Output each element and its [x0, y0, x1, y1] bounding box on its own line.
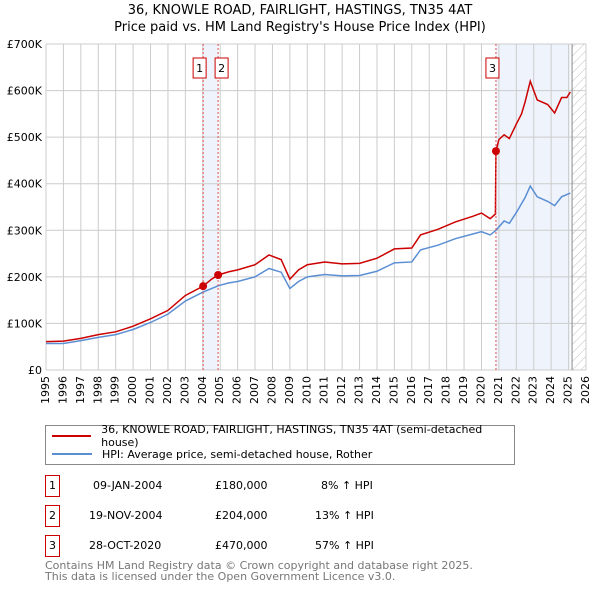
sale-point — [214, 270, 223, 279]
sale-point — [491, 147, 500, 156]
y-tick-label: £0 — [28, 364, 42, 377]
x-tick-label: 2022 — [509, 376, 522, 404]
series-line — [45, 78, 571, 343]
x-tick-label: 2015 — [387, 376, 400, 404]
x-tick-label: 2001 — [144, 376, 157, 404]
transaction-price: £204,000 — [215, 509, 268, 522]
sale-badge-label: 1 — [196, 62, 203, 75]
x-tick-label: 2007 — [248, 376, 261, 404]
y-tick-label: £700K — [7, 38, 43, 51]
x-tick-label: 2025 — [562, 376, 575, 404]
x-tick-label: 2010 — [300, 376, 313, 404]
x-tick-label: 1995 — [39, 376, 52, 404]
x-tick-label: 2013 — [353, 376, 366, 404]
x-tick-label: 2011 — [318, 376, 331, 404]
transaction-date: 19-NOV-2004 — [89, 509, 163, 522]
shaded-range — [495, 44, 571, 370]
footer: Contains HM Land Registry data © Crown c… — [45, 560, 473, 582]
x-tick-label: 2016 — [405, 376, 418, 404]
transaction-date: 28-OCT-2020 — [89, 539, 162, 552]
transaction-row: 2 19-NOV-2004 £204,000 13% ↑ HPI — [45, 505, 445, 527]
x-tick-label: 2005 — [213, 376, 226, 404]
x-tick-label: 1998 — [91, 376, 104, 404]
forecast-hatch — [572, 44, 586, 370]
sale-badge-label: 3 — [489, 62, 496, 75]
x-tick-label: 2008 — [265, 376, 278, 404]
series-line — [46, 184, 571, 345]
x-tick-label: 2017 — [422, 376, 435, 404]
transaction-hpi: 13% ↑ HPI — [315, 509, 374, 522]
x-tick-label: 2003 — [178, 376, 191, 404]
sale-badge-label: 2 — [218, 62, 225, 75]
footer-line: Contains HM Land Registry data © Crown c… — [45, 559, 473, 572]
x-tick-label: 2004 — [196, 376, 209, 404]
footer-line: This data is licensed under the Open Gov… — [45, 570, 396, 583]
marker-badge: 3 — [45, 535, 60, 557]
sale-badge — [192, 57, 207, 79]
x-tick-label: 2002 — [161, 376, 174, 404]
sale-badge — [485, 57, 500, 79]
y-tick-label: £200K — [7, 271, 43, 284]
x-tick-label: 2009 — [283, 376, 296, 404]
legend-label: 36, KNOWLE ROAD, FAIRLIGHT, HASTINGS, TN… — [101, 423, 483, 449]
y-tick-label: £300K — [7, 224, 43, 237]
transaction-hpi: 57% ↑ HPI — [315, 539, 374, 552]
legend: 36, KNOWLE ROAD, FAIRLIGHT, HASTINGS, TN… — [45, 423, 515, 465]
x-tick-label: 1999 — [109, 376, 122, 404]
legend-item-hpi: HPI: Average price, semi-detached house,… — [52, 446, 372, 462]
legend-item-property: 36, KNOWLE ROAD, FAIRLIGHT, HASTINGS, TN… — [52, 423, 514, 449]
transaction-hpi: 8% ↑ HPI — [321, 479, 373, 492]
x-tick-label: 2024 — [544, 376, 557, 404]
chart-subtitle: Price paid vs. HM Land Registry's House … — [114, 20, 486, 35]
transaction-price: £470,000 — [215, 539, 268, 552]
x-tick-label: 2018 — [440, 376, 453, 404]
legend-swatch — [52, 453, 92, 455]
x-tick-label: 2023 — [527, 376, 540, 404]
shaded-range — [203, 44, 219, 370]
x-tick-label: 2020 — [474, 376, 487, 404]
y-tick-label: £400K — [7, 178, 43, 191]
price-chart: 1 2 3 1995 1996 1997 1998 1999 2000 2001 2002 2003 2… — [7, 38, 592, 404]
transaction-price: £180,000 — [215, 479, 268, 492]
chart-title: 36, KNOWLE ROAD, FAIRLIGHT, HASTINGS, TN… — [127, 3, 473, 18]
x-tick-label: 2012 — [335, 376, 348, 404]
transaction-date: 09-JAN-2004 — [93, 479, 163, 492]
marker-badge: 1 — [45, 475, 60, 497]
transaction-row: 3 28-OCT-2020 £470,000 57% ↑ HPI — [45, 535, 445, 557]
x-tick-label: 2014 — [370, 376, 383, 404]
y-tick-label: £500K — [7, 131, 43, 144]
x-tick-label: 2000 — [126, 376, 139, 404]
transaction-row: 1 09-JAN-2004 £180,000 8% ↑ HPI — [45, 475, 445, 497]
x-tick-label: 1997 — [74, 376, 87, 404]
sale-badge — [214, 57, 229, 79]
x-tick-label: 2021 — [492, 376, 505, 404]
y-tick-label: £600K — [7, 85, 43, 98]
legend-swatch — [52, 435, 92, 437]
x-tick-label: 2019 — [457, 376, 470, 404]
x-tick-label: 1996 — [56, 376, 69, 404]
legend-label: HPI: Average price, semi-detached house,… — [102, 447, 373, 461]
marker-badge: 2 — [45, 505, 60, 527]
y-tick-label: £100K — [7, 317, 43, 330]
x-tick-label: 2026 — [579, 376, 592, 404]
sale-point — [199, 282, 208, 291]
x-tick-label: 2006 — [231, 376, 244, 404]
